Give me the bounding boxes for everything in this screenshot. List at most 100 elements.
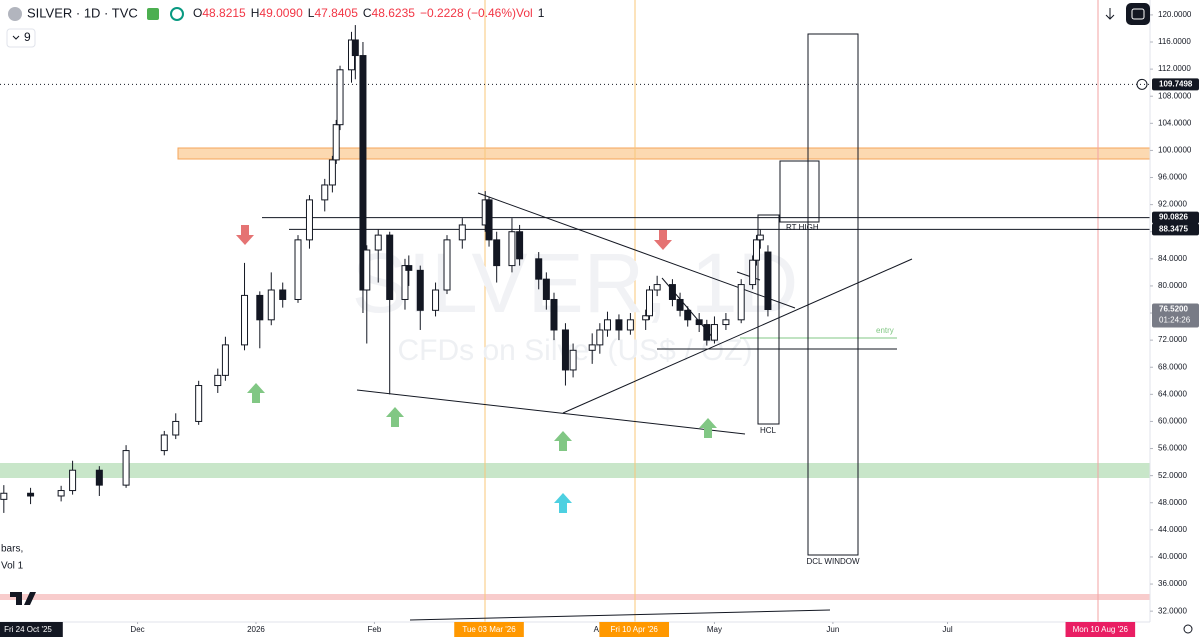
- ohlc-part: 48.8215: [202, 6, 246, 20]
- candle-body: [588, 344, 596, 351]
- y-tick-label: 120.0000: [1158, 10, 1192, 19]
- candle-body: [603, 319, 611, 331]
- candle-body: [69, 469, 77, 492]
- trend-line: [409, 609, 831, 621]
- indicators-toggle[interactable]: [6, 28, 36, 48]
- candle-body: [569, 349, 577, 371]
- ohlc-part: O: [193, 6, 202, 20]
- ohlc-part: C: [363, 6, 372, 20]
- y-tick-label: 104.0000: [1158, 118, 1192, 127]
- candle-body: [550, 298, 558, 331]
- countdown: 01:24:26: [1159, 316, 1191, 325]
- add-alert-icon: [1136, 78, 1148, 90]
- low-zone: [0, 594, 1150, 600]
- candle-body: [172, 420, 180, 436]
- candle-body: [214, 374, 222, 387]
- legend-line: Vol 1: [1, 561, 24, 572]
- candle-body: [756, 234, 764, 241]
- x-tick-label: 2026: [247, 625, 265, 634]
- candle-body: [458, 224, 466, 241]
- logo: [10, 592, 36, 605]
- annotation: HCL: [760, 426, 777, 435]
- x-tick-label: Dec: [130, 625, 144, 634]
- y-tick-label: 32.0000: [1158, 606, 1187, 615]
- candle-body: [508, 231, 516, 267]
- price-marker-label: 109.7498: [1159, 79, 1193, 88]
- candle-body: [160, 434, 168, 452]
- chevron: [12, 35, 20, 40]
- legend-line: bars,: [1, 544, 23, 555]
- ohlc-part: L: [308, 6, 315, 20]
- price-levels: [0, 83, 1150, 230]
- x-tick-label: May: [707, 625, 722, 634]
- candle-body: [684, 309, 692, 321]
- candle-body: [626, 319, 634, 331]
- candle-body: [294, 239, 302, 300]
- candle-body: [493, 239, 501, 267]
- candle-body: [57, 490, 65, 497]
- candle-body: [615, 319, 623, 331]
- candle-body: [195, 385, 203, 422]
- y-tick-label: 84.0000: [1158, 254, 1187, 263]
- y-tick-label: 64.0000: [1158, 389, 1187, 398]
- candle-body: [95, 469, 103, 486]
- drawings: [356, 33, 913, 621]
- x-tick-highlight: [1065, 622, 1136, 637]
- candle-body: [653, 284, 661, 291]
- candle-body: [542, 278, 550, 300]
- candle-body: [363, 249, 371, 291]
- candle-body: [27, 492, 35, 497]
- y-tick-label: 44.0000: [1158, 525, 1187, 534]
- price-marker-label: 88.3475: [1159, 224, 1188, 233]
- x-tick-label: Feb: [368, 625, 382, 634]
- y-tick-label: 96.0000: [1158, 173, 1187, 182]
- ohlc-part: 47.8405: [314, 6, 358, 20]
- rt-high-box: [779, 160, 820, 223]
- y-tick-label: 36.0000: [1158, 579, 1187, 588]
- y-tick-label: 112.0000: [1158, 64, 1191, 73]
- candle-body: [305, 199, 313, 241]
- ohlc-legend: O48.8215 H49.0090 L47.8405 C48.6235 −0.2228 …: [193, 6, 545, 20]
- candle-body: [596, 329, 604, 346]
- price-marker: [1152, 78, 1199, 91]
- price-marker: [1152, 303, 1199, 328]
- candle-body: [386, 234, 394, 300]
- ohlc-part: 1: [538, 6, 545, 20]
- settings-corner: [1150, 622, 1200, 637]
- candle-body: [321, 184, 329, 201]
- annotation: RT HIGH: [786, 223, 819, 232]
- x-tick-highlight: [0, 622, 63, 637]
- indicator-count: 9: [24, 30, 31, 44]
- candle-body: [374, 234, 382, 251]
- candle-body: [432, 289, 440, 311]
- candle-body: [401, 265, 409, 300]
- symbol-icon: [8, 7, 22, 21]
- ohlc-part: Vol: [516, 6, 533, 20]
- price-marker: [1152, 223, 1199, 236]
- axes: 32.0000 36.0000 40.0000 44.0000 48.0000 52.00…: [0, 10, 1199, 637]
- candle-body: [668, 284, 676, 300]
- candle-body: [267, 289, 275, 321]
- y-tick-label: 72.0000: [1158, 335, 1187, 344]
- candle-body: [646, 289, 654, 317]
- y-tick-label: 92.0000: [1158, 200, 1187, 209]
- scroll-button[interactable]: [1105, 8, 1115, 20]
- time-axis: [0, 622, 1150, 637]
- candle-body: [241, 294, 249, 346]
- candle-body: [485, 199, 493, 241]
- candles: [0, 25, 772, 513]
- candle-body: [516, 231, 524, 260]
- fullscreen-button[interactable]: [1126, 3, 1150, 25]
- candle-body: [722, 319, 730, 326]
- candle-body: [256, 294, 264, 321]
- candle-body: [336, 69, 344, 126]
- x-tick-label: Jul: [942, 625, 952, 634]
- y-tick-label: 56.0000: [1158, 444, 1187, 453]
- status-icon: [147, 8, 159, 20]
- candle-body: [279, 289, 287, 300]
- trend-line: [562, 258, 913, 414]
- fullscreen-icon: [1131, 8, 1145, 20]
- settings-button[interactable]: [1183, 624, 1193, 634]
